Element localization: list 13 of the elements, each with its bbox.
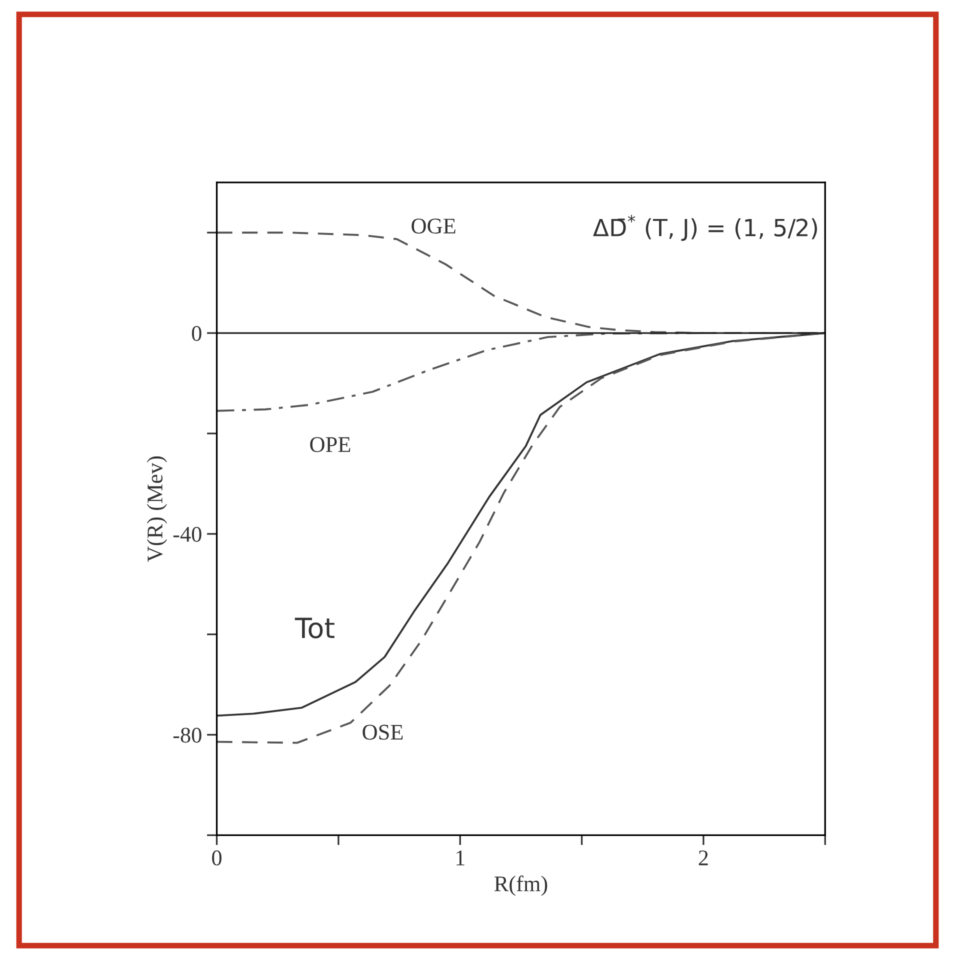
x-tick-label: 0: [212, 850, 222, 866]
y-tick-label: -40: [173, 526, 202, 542]
x-tick-label: 2: [698, 850, 708, 866]
y-tick-label: 0: [192, 326, 202, 341]
annotation: ΔD̄$^{*}$ (T, J) = (1, 5/2): [593, 214, 817, 241]
y-axis-title: V(R) (Mev): [146, 456, 168, 562]
y-tick-label: -80: [173, 728, 202, 743]
series-label: Tot: [294, 618, 334, 638]
series-label: OGE: [412, 218, 456, 234]
x-tick-label: 1: [456, 850, 464, 866]
series-label: OSE: [362, 724, 403, 740]
series-label: OPE: [310, 437, 350, 452]
x-axis-title: R(fm): [494, 875, 548, 896]
